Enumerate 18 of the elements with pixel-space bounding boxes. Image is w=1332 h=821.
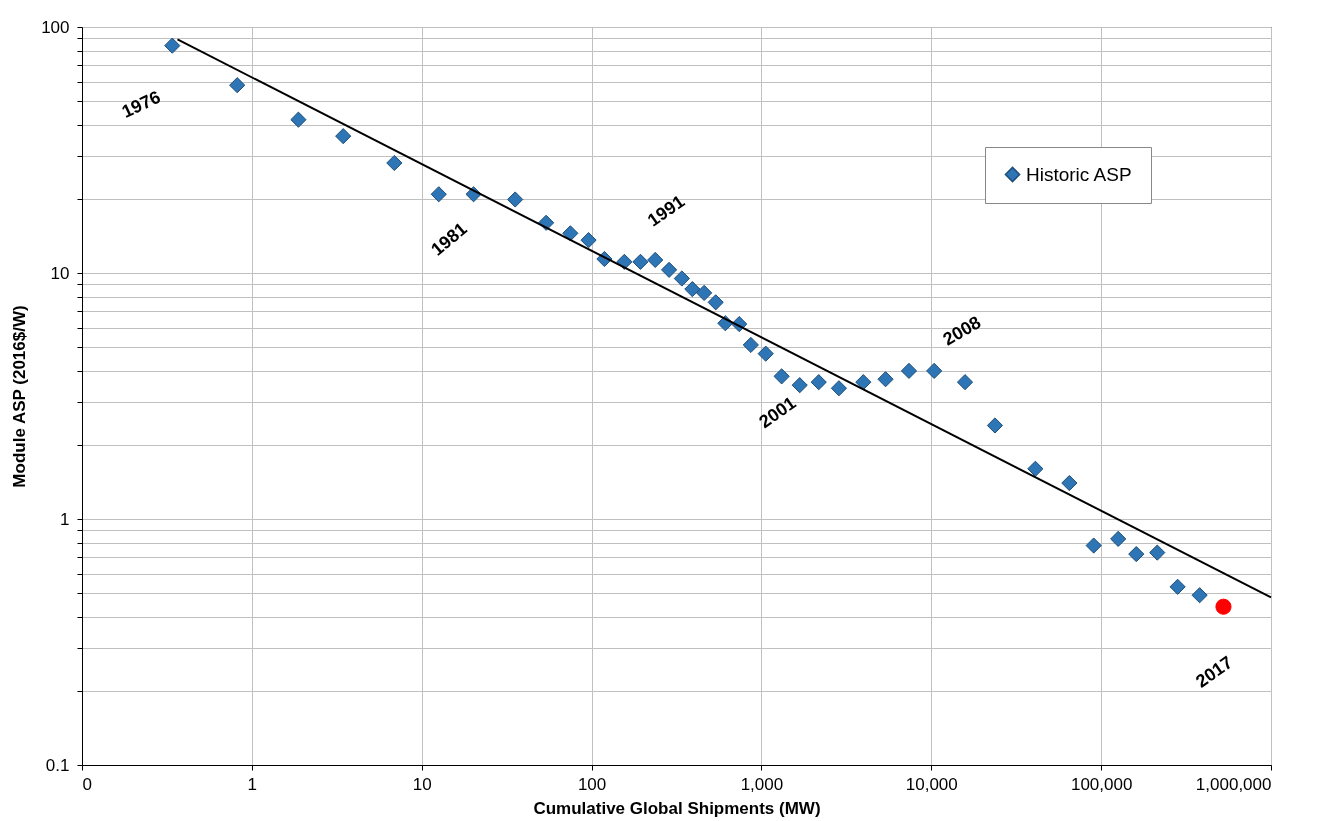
x-tick-label: 1,000,000 bbox=[1195, 774, 1272, 794]
x-tick-label: 1,000 bbox=[740, 774, 784, 794]
y-tick-label: 10 bbox=[50, 263, 70, 283]
x-tick-label: 10,000 bbox=[905, 774, 958, 794]
x-tick-label: 100,000 bbox=[1070, 774, 1133, 794]
x-tick-label: 100 bbox=[577, 774, 607, 794]
x-tick-label: 10 bbox=[412, 774, 432, 794]
legend-label: Historic ASP bbox=[1026, 163, 1132, 185]
y-tick-label: 0.1 bbox=[45, 755, 70, 775]
x-tick-label: 0 bbox=[82, 774, 92, 794]
y-axis-title: Module ASP (2016$/W) bbox=[10, 305, 30, 488]
y-tick-label: 100 bbox=[41, 17, 70, 37]
x-tick-label: 1 bbox=[247, 774, 258, 794]
annotation: 2008 bbox=[939, 312, 985, 350]
x-axis-title: Cumulative Global Shipments (MW) bbox=[533, 798, 821, 818]
annotation: 1991 bbox=[643, 191, 689, 231]
annotation: 1976 bbox=[118, 86, 164, 122]
y-tick-label: 1 bbox=[60, 509, 70, 529]
